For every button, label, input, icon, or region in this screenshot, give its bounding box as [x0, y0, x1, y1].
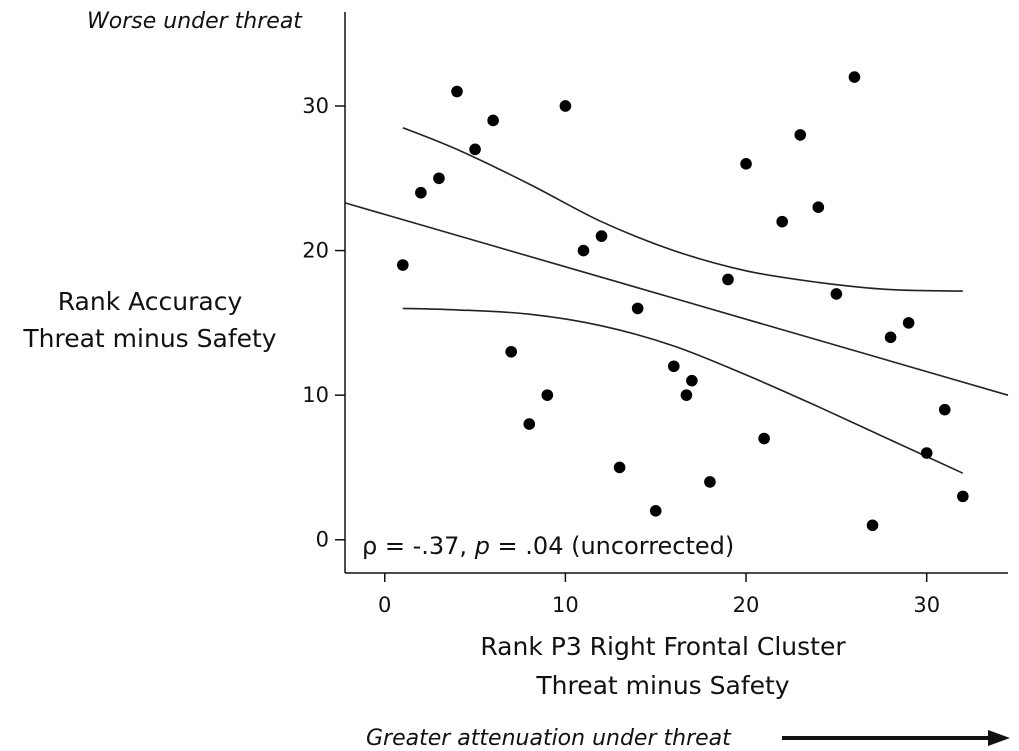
y-tick-label: 10 — [302, 383, 329, 407]
data-point — [776, 215, 788, 228]
x-tick-label: 0 — [378, 593, 391, 617]
y-axis-title-line-1: Rank Accuracy — [58, 287, 243, 316]
direction-arrow — [782, 730, 1010, 746]
data-point — [613, 461, 626, 474]
data-point — [740, 158, 752, 170]
data-point — [794, 129, 807, 141]
y-ticks: 0 10 20 30 — [302, 94, 345, 552]
data-point — [469, 143, 481, 156]
data-point — [830, 288, 843, 300]
data-point — [451, 85, 463, 98]
data-point — [631, 302, 644, 315]
rho-symbol: ρ — [362, 532, 377, 560]
data-point — [884, 331, 897, 344]
data-point — [938, 403, 951, 416]
data-point — [649, 505, 662, 517]
data-point — [866, 519, 879, 532]
rho-value: = -.37, — [377, 532, 474, 560]
x-tick-label: 30 — [913, 593, 940, 617]
x-tick-label: 10 — [552, 593, 579, 617]
top-annotation: Worse under threat — [87, 9, 303, 34]
y-axis-title-line-2: Threat minus Safety — [22, 324, 276, 353]
y-tick-label: 20 — [302, 239, 329, 263]
data-point — [758, 432, 770, 445]
data-point — [559, 100, 572, 112]
data-point — [505, 345, 518, 358]
data-points — [397, 71, 969, 532]
x-ticks: 0 10 20 30 — [378, 573, 940, 617]
data-point — [704, 476, 716, 488]
data-point — [415, 186, 427, 199]
data-point — [812, 201, 825, 213]
data-point — [577, 244, 590, 257]
data-point — [957, 490, 969, 503]
x-axis-title-line-1: Rank P3 Right Frontal Cluster — [480, 632, 846, 661]
data-point — [433, 172, 445, 185]
fit-curves — [344, 126, 1009, 474]
data-point — [523, 418, 536, 430]
confidence-band-upper — [402, 126, 963, 292]
x-tick-label: 20 — [733, 593, 760, 617]
confidence-band-lower — [402, 307, 964, 474]
x-axis-title-line-2: Threat minus Safety — [535, 671, 789, 700]
data-point — [595, 230, 608, 242]
data-point — [848, 71, 861, 83]
y-tick-label: 30 — [302, 94, 329, 118]
bottom-annotation: Greater attenuation under threat — [366, 726, 732, 751]
data-point — [541, 389, 554, 401]
data-point — [920, 447, 933, 459]
data-point — [902, 317, 915, 329]
data-point — [487, 114, 499, 127]
data-point — [680, 389, 693, 401]
data-point — [667, 360, 680, 373]
data-point — [397, 259, 409, 271]
p-symbol: p — [474, 532, 490, 560]
y-tick-label: 0 — [316, 528, 329, 552]
correlation-stats: ρ = -.37, p = .04 (uncorrected) — [362, 532, 734, 560]
p-value: = .04 (uncorrected) — [490, 532, 734, 560]
data-point — [686, 374, 698, 387]
regression-line — [344, 202, 1009, 396]
data-point — [722, 273, 734, 286]
